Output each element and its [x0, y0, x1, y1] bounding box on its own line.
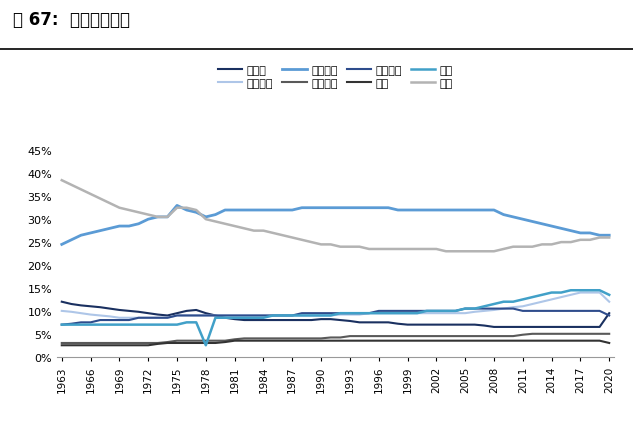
- 教育: [183, 341, 191, 346]
- Line: 住房家具: 住房家具: [62, 293, 609, 318]
- 住房家具: [577, 290, 584, 295]
- 住房家具: [471, 310, 479, 315]
- 食品: [442, 249, 449, 254]
- Line: 医疗保健: 医疗保健: [62, 334, 609, 343]
- 交通通信: [471, 208, 479, 213]
- 住房家具: [116, 316, 123, 321]
- 文化娱乐: [423, 309, 430, 314]
- 住房家具: [586, 290, 594, 295]
- 住房家具: [605, 299, 613, 304]
- 食品: [58, 178, 66, 183]
- 交通通信: [58, 242, 66, 247]
- 交通通信: [586, 231, 594, 236]
- 住房家具: [202, 313, 210, 318]
- 住房家具: [58, 309, 66, 314]
- 其他: [586, 288, 594, 293]
- Line: 服饰类: 服饰类: [62, 302, 609, 327]
- 医疗保健: [58, 341, 66, 346]
- 医疗保健: [586, 332, 594, 337]
- 教育: [529, 338, 536, 344]
- 服饰类: [461, 322, 469, 328]
- 其他: [605, 292, 613, 298]
- 其他: [192, 320, 200, 325]
- 其他: [567, 288, 575, 293]
- 其他: [529, 295, 536, 300]
- 服饰类: [58, 299, 66, 304]
- 服饰类: [192, 307, 200, 313]
- 食品: [529, 245, 536, 250]
- 服饰类: [586, 325, 594, 330]
- 文化娱乐: [471, 306, 479, 311]
- 服饰类: [605, 311, 613, 316]
- Line: 食品: 食品: [62, 181, 609, 252]
- 医疗保健: [192, 338, 200, 344]
- 住房家具: [529, 302, 536, 307]
- 教育: [192, 341, 200, 346]
- 服饰类: [490, 325, 498, 330]
- 食品: [605, 235, 613, 240]
- 食品: [471, 249, 479, 254]
- 教育: [231, 338, 239, 344]
- 其他: [471, 306, 479, 311]
- 文化娱乐: [605, 313, 613, 318]
- Legend: 服饰类, 住房家具, 交通通信, 医疗保健, 文化娱乐, 教育, 其他, 食品: 服饰类, 住房家具, 交通通信, 医疗保健, 文化娱乐, 教育, 其他, 食品: [218, 66, 453, 89]
- 食品: [423, 247, 430, 252]
- 服饰类: [529, 325, 536, 330]
- 文化娱乐: [183, 313, 191, 318]
- 交通通信: [173, 203, 181, 209]
- 食品: [586, 238, 594, 243]
- 食品: [183, 206, 191, 211]
- 交通通信: [192, 210, 200, 215]
- 教育: [586, 338, 594, 344]
- 住房家具: [432, 311, 440, 316]
- 服饰类: [423, 322, 430, 328]
- Line: 教育: 教育: [62, 341, 609, 345]
- 教育: [605, 341, 613, 346]
- 医疗保健: [461, 334, 469, 339]
- 文化娱乐: [529, 309, 536, 314]
- Line: 文化娱乐: 文化娱乐: [62, 309, 609, 325]
- 食品: [192, 208, 200, 213]
- 服饰类: [183, 309, 191, 314]
- 交通通信: [432, 208, 440, 213]
- 教育: [58, 343, 66, 348]
- 教育: [471, 338, 479, 344]
- 交通通信: [605, 233, 613, 238]
- 其他: [432, 309, 440, 314]
- 文化娱乐: [461, 306, 469, 311]
- Line: 其他: 其他: [62, 291, 609, 345]
- 医疗保健: [519, 332, 527, 338]
- 文化娱乐: [58, 322, 66, 328]
- 文化娱乐: [192, 313, 200, 318]
- 教育: [432, 338, 440, 344]
- 医疗保健: [605, 332, 613, 337]
- 交通通信: [529, 219, 536, 224]
- Text: 图 67:  日本消费构成: 图 67: 日本消费构成: [13, 11, 130, 29]
- 交通通信: [202, 215, 210, 220]
- 医疗保健: [183, 338, 191, 344]
- 医疗保健: [529, 332, 536, 337]
- 其他: [58, 322, 66, 328]
- 医疗保健: [423, 334, 430, 339]
- 住房家具: [192, 313, 200, 318]
- 其他: [202, 343, 210, 348]
- 其他: [183, 320, 191, 325]
- Line: 交通通信: 交通通信: [62, 206, 609, 245]
- 文化娱乐: [586, 309, 594, 314]
